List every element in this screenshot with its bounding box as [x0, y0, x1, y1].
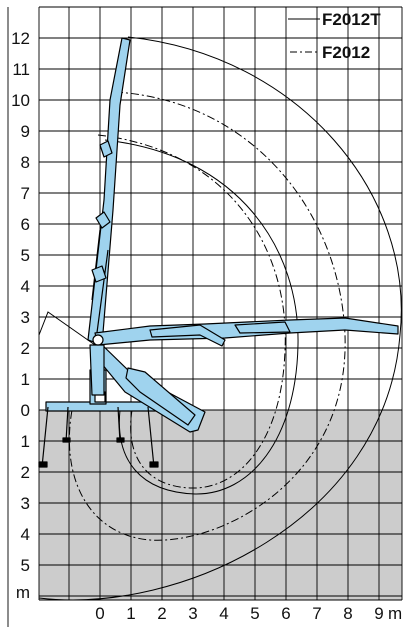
f2012-reach-curve	[68, 91, 346, 541]
y-tick-label: 2	[21, 339, 30, 358]
y-tick-label: 3	[21, 308, 30, 327]
y-tick-label: 11	[12, 60, 30, 79]
y-tick-label: 7	[21, 184, 30, 203]
y-tick-label: 4	[21, 277, 30, 296]
legend-label-f2012: F2012	[322, 43, 370, 62]
vertical-boom	[87, 37, 131, 346]
y-tick-label: 4	[21, 525, 30, 544]
y-tick-label: 12	[11, 29, 30, 48]
crane-drawing	[38, 37, 399, 468]
x-tick-label: 6	[281, 604, 290, 623]
reach-curves	[38, 36, 402, 601]
grid	[7, 6, 403, 627]
boom-cylinder	[91, 229, 109, 341]
y-tick-label: 0	[21, 401, 30, 420]
y-tick-label: 2	[21, 463, 30, 482]
legend	[288, 18, 320, 53]
y-tick-label: 5	[21, 246, 30, 265]
x-tick-label: 1	[126, 604, 135, 623]
lowered-boom-cylinder	[125, 367, 196, 426]
base-slew-line	[38, 311, 96, 346]
legend-label-f2012t: F2012T	[322, 10, 381, 29]
crane-column	[89, 344, 105, 396]
x-tick-label: 5	[250, 604, 259, 623]
f2012t-reach-curve	[38, 36, 402, 601]
y-tick-label: 1	[21, 432, 30, 451]
y-tick-label: 10	[11, 91, 30, 110]
horizontal-boom-cylinders	[149, 321, 291, 347]
x-tick-label: 0	[95, 604, 104, 623]
y-tick-label: 3	[21, 494, 30, 513]
y-tick-label: 1	[21, 370, 30, 389]
x-tick-label: 8	[343, 604, 352, 623]
boom-joints	[91, 140, 113, 283]
king-pivot	[92, 334, 104, 346]
x-tick-label: 9	[374, 604, 383, 623]
y-tick-label: 9	[21, 122, 30, 141]
x-tick-label: 2	[157, 604, 166, 623]
y-unit-label: m	[16, 583, 30, 602]
x-tick-label: 7	[312, 604, 321, 623]
f2012t-inner-curve	[104, 139, 299, 495]
x-unit-label: m	[388, 604, 402, 623]
x-tick-label: 4	[219, 604, 228, 623]
y-tick-label: 6	[21, 215, 30, 234]
x-tick-label: 3	[188, 604, 197, 623]
y-tick-label: 5	[21, 556, 30, 575]
f2012-inner-curve	[97, 134, 286, 489]
y-tick-label: 8	[21, 153, 30, 172]
below-ground-area	[39, 410, 402, 600]
